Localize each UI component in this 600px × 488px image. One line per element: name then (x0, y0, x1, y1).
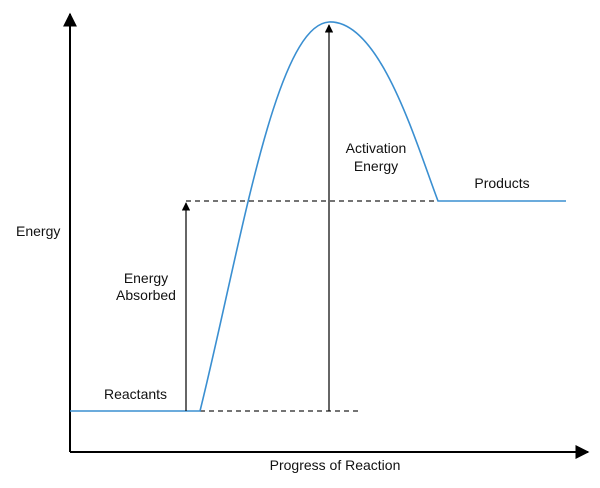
activation-energy-label-line1: Activation (346, 140, 407, 156)
energy-absorbed-label-line1: Energy (124, 270, 168, 286)
products-label: Products (474, 175, 529, 191)
y-axis-label: Energy (16, 223, 60, 239)
x-axis-label: Progress of Reaction (270, 457, 401, 473)
activation-energy-label-line2: Energy (354, 158, 398, 174)
energy-absorbed-label-line2: Absorbed (116, 287, 176, 303)
reactants-label: Reactants (104, 386, 167, 402)
energy-curve (70, 21, 566, 412)
